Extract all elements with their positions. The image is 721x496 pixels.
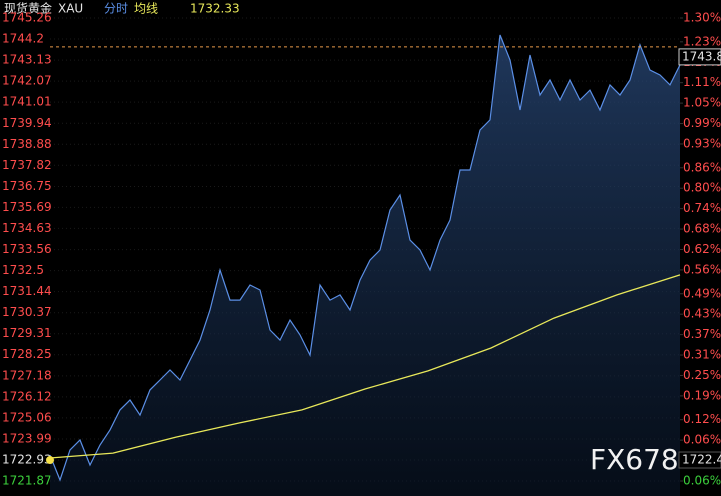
y2-tick-label: 0.31% — [683, 348, 721, 362]
y-tick-label: 1722.93 — [2, 453, 52, 467]
y2-tick-label: 0.80% — [683, 181, 721, 195]
y-tick-label: 1744.2 — [2, 31, 44, 45]
header: 现货黄金 XAU 分时 均线 1732.33 — [4, 1, 240, 16]
y2-tick-label: 0.37% — [683, 327, 721, 341]
y-tick-label: 1729.31 — [2, 326, 52, 340]
reference-dot — [46, 456, 54, 465]
y-tick-label: 1745.26 — [2, 11, 52, 25]
y2-tick-label: 1.23% — [683, 34, 721, 48]
y-tick-label: 1731.44 — [2, 284, 52, 298]
y-tick-label: 1743.13 — [2, 53, 52, 67]
mode-label: 分时 — [104, 2, 128, 16]
instrument-name: 现货黄金 — [4, 1, 52, 16]
y2-tick-label: 0.49% — [683, 286, 721, 300]
y2-tick-label: 0.86% — [683, 160, 721, 174]
y2-tick-label: 0.62% — [683, 242, 721, 256]
y-tick-label: 1730.37 — [2, 305, 52, 319]
y2-tick-label: 1.11% — [683, 75, 721, 89]
y2-tick-label: 0.74% — [683, 201, 721, 215]
y-tick-label: 1727.18 — [2, 368, 52, 382]
y-tick-label: 1732.5 — [2, 263, 44, 277]
y2-tick-label: 0.06% — [683, 433, 721, 447]
y2-tick-label: 0.19% — [683, 388, 721, 402]
y-tick-label: 1741.01 — [2, 95, 52, 109]
y-tick-label: 1736.75 — [2, 179, 52, 193]
y2-tick-label: 0.06% — [683, 474, 721, 488]
watermark: FX678 — [590, 443, 679, 476]
y-tick-label: 1742.07 — [2, 74, 52, 88]
reference-box — [678, 451, 721, 469]
y2-tick-label: 0.43% — [683, 307, 721, 321]
y2-tick-label: 1.05% — [683, 96, 721, 110]
y-tick-label: 1735.69 — [2, 200, 52, 214]
y-tick-label: 1737.82 — [2, 158, 52, 172]
y2-tick-label: 0.12% — [683, 412, 721, 426]
y-tick-label: 1728.25 — [2, 347, 52, 361]
y-tick-label: 1739.94 — [2, 116, 52, 130]
y-tick-label: 1733.56 — [2, 242, 52, 256]
avg-label: 均线 — [134, 2, 158, 16]
y2-tick-label: 1.30% — [683, 11, 721, 25]
reference-label: 1722.4 — [682, 453, 721, 467]
series-line — [49, 274, 681, 459]
y2-tick-label: 0.25% — [683, 368, 721, 382]
series-line — [49, 34, 681, 482]
y2-tick-label: 0.99% — [683, 116, 721, 130]
instrument-code: XAU — [58, 2, 83, 16]
y-tick-label: 1725.06 — [2, 410, 52, 424]
y-tick-label: 1726.12 — [2, 389, 52, 403]
y-tick-label: 1723.99 — [2, 432, 52, 446]
y2-tick-label: 0.93% — [683, 136, 721, 150]
y-tick-label: 1734.63 — [2, 221, 52, 235]
y2-tick-label: 0.56% — [683, 262, 721, 276]
y-tick-label: 1721.87 — [2, 474, 52, 488]
y2-tick-label: 0.68% — [683, 222, 721, 236]
last-price-box — [678, 48, 721, 66]
area-fill — [50, 35, 680, 496]
last-price-label: 1743.8 — [682, 49, 721, 63]
avg-value: 1732.33 — [190, 2, 240, 16]
y-tick-label: 1738.88 — [2, 137, 52, 151]
